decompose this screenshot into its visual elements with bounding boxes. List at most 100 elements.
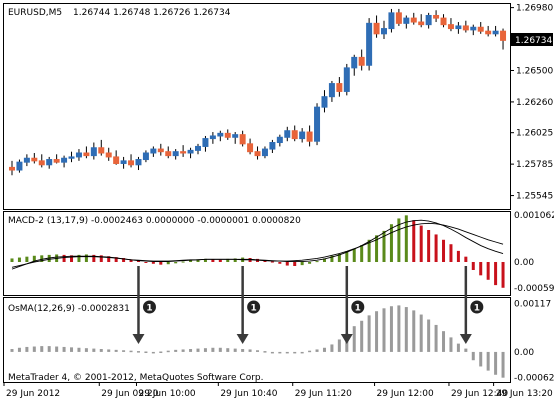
osma-bar bbox=[40, 346, 44, 352]
candle bbox=[410, 12, 417, 25]
macd-bar bbox=[218, 259, 222, 262]
macd-bar bbox=[464, 256, 468, 262]
macd-bar bbox=[486, 262, 490, 280]
macd-bar bbox=[397, 218, 401, 262]
candle bbox=[75, 149, 82, 161]
candle bbox=[224, 129, 231, 140]
macd-bar bbox=[293, 262, 297, 266]
macd-bar bbox=[181, 261, 185, 263]
marker-number: 1 bbox=[474, 304, 480, 314]
signal-arrow: 1 bbox=[132, 266, 156, 344]
x-tick-label: 29 Jun 11:20 bbox=[295, 389, 352, 399]
macd-histogram bbox=[10, 215, 505, 288]
macd-bar bbox=[322, 258, 326, 262]
macd-bar bbox=[412, 220, 416, 262]
macd-signal-b-line bbox=[11, 222, 504, 268]
macd-bar bbox=[382, 230, 386, 262]
candle bbox=[128, 154, 135, 168]
candle bbox=[113, 150, 120, 165]
candle bbox=[261, 146, 268, 159]
osma-bar bbox=[218, 347, 222, 352]
osma-bar bbox=[285, 351, 289, 354]
candle bbox=[351, 54, 358, 76]
marker-badge bbox=[351, 300, 365, 314]
macd-bar bbox=[122, 258, 126, 262]
osma-bar bbox=[375, 311, 379, 352]
osma-bar bbox=[151, 351, 155, 354]
candle bbox=[9, 160, 15, 176]
candle bbox=[16, 159, 23, 173]
macd-bar bbox=[389, 224, 393, 262]
macd-bar bbox=[77, 254, 81, 262]
macd-bar bbox=[367, 239, 371, 262]
candle bbox=[343, 63, 350, 96]
osma-bar bbox=[248, 349, 252, 352]
candle bbox=[46, 156, 53, 169]
candle bbox=[306, 125, 313, 147]
macd-bar bbox=[129, 259, 133, 262]
osma-bar bbox=[107, 349, 111, 352]
osma-bar bbox=[315, 349, 319, 352]
osma-bar bbox=[486, 351, 490, 371]
candle bbox=[470, 24, 477, 36]
candle bbox=[492, 25, 499, 37]
osma-y-axis: 0.00117 0.00 -0.00062 bbox=[514, 299, 554, 383]
candle bbox=[165, 146, 172, 159]
chart-title: EURUSD,M5 bbox=[8, 8, 62, 18]
osma-bar bbox=[25, 346, 29, 352]
macd-bar bbox=[345, 251, 349, 262]
candle bbox=[31, 152, 38, 164]
macd-bar bbox=[17, 257, 21, 262]
osma-bar bbox=[211, 347, 215, 352]
marker-badge bbox=[247, 300, 261, 314]
candle bbox=[373, 15, 380, 38]
candle bbox=[135, 156, 142, 171]
osma-bar bbox=[382, 308, 386, 352]
osma-bar bbox=[62, 346, 66, 352]
candle bbox=[485, 25, 492, 37]
macd-bar bbox=[278, 262, 282, 264]
osma-bar bbox=[99, 349, 103, 352]
candle bbox=[388, 8, 395, 33]
macd-bar bbox=[375, 235, 379, 262]
candle bbox=[180, 145, 187, 157]
macd-bar bbox=[114, 257, 118, 262]
macd-bar bbox=[107, 256, 111, 262]
candle bbox=[433, 10, 440, 23]
macd-bar bbox=[501, 262, 505, 288]
candle bbox=[247, 138, 254, 155]
macd-panel-frame bbox=[3, 211, 511, 296]
signal-arrow: 1 bbox=[340, 266, 365, 344]
osma-bar bbox=[166, 350, 170, 353]
main-y-axis: 1.26980 1.26500 1.26260 1.26025 1.25785 1.255… bbox=[510, 4, 553, 202]
osma-bar bbox=[434, 324, 438, 352]
x-tick-label: 29 Jun 09:20 bbox=[101, 389, 158, 399]
macd-bar bbox=[308, 262, 312, 264]
candle bbox=[455, 22, 462, 34]
x-tick-label: 29 Jun 12:40 bbox=[451, 389, 508, 399]
osma-bar bbox=[471, 351, 475, 361]
candle bbox=[269, 139, 276, 153]
osma-bar bbox=[55, 346, 59, 352]
macd-bar bbox=[136, 260, 140, 262]
x-tick-label: 29 Jun 13:20 bbox=[496, 389, 553, 399]
macd-bar bbox=[174, 262, 178, 264]
y-tick-label: 1.25545 bbox=[516, 192, 553, 202]
osma-indicator-label: OsMA(12,26,9) -0.0002831 bbox=[8, 304, 130, 314]
y-tick-label: 1.25785 bbox=[516, 160, 553, 170]
macd-bar bbox=[166, 262, 170, 265]
macd-y-tick: 0.001062 bbox=[514, 211, 554, 221]
macd-bar bbox=[233, 258, 237, 262]
candle bbox=[321, 90, 328, 113]
candle bbox=[358, 49, 365, 71]
candle bbox=[425, 12, 432, 29]
macd-bar bbox=[434, 234, 438, 262]
osma-bar bbox=[10, 349, 14, 352]
osma-bar bbox=[479, 351, 483, 367]
macd-bar bbox=[226, 258, 230, 262]
candle bbox=[232, 132, 239, 144]
macd-bar bbox=[315, 261, 319, 263]
